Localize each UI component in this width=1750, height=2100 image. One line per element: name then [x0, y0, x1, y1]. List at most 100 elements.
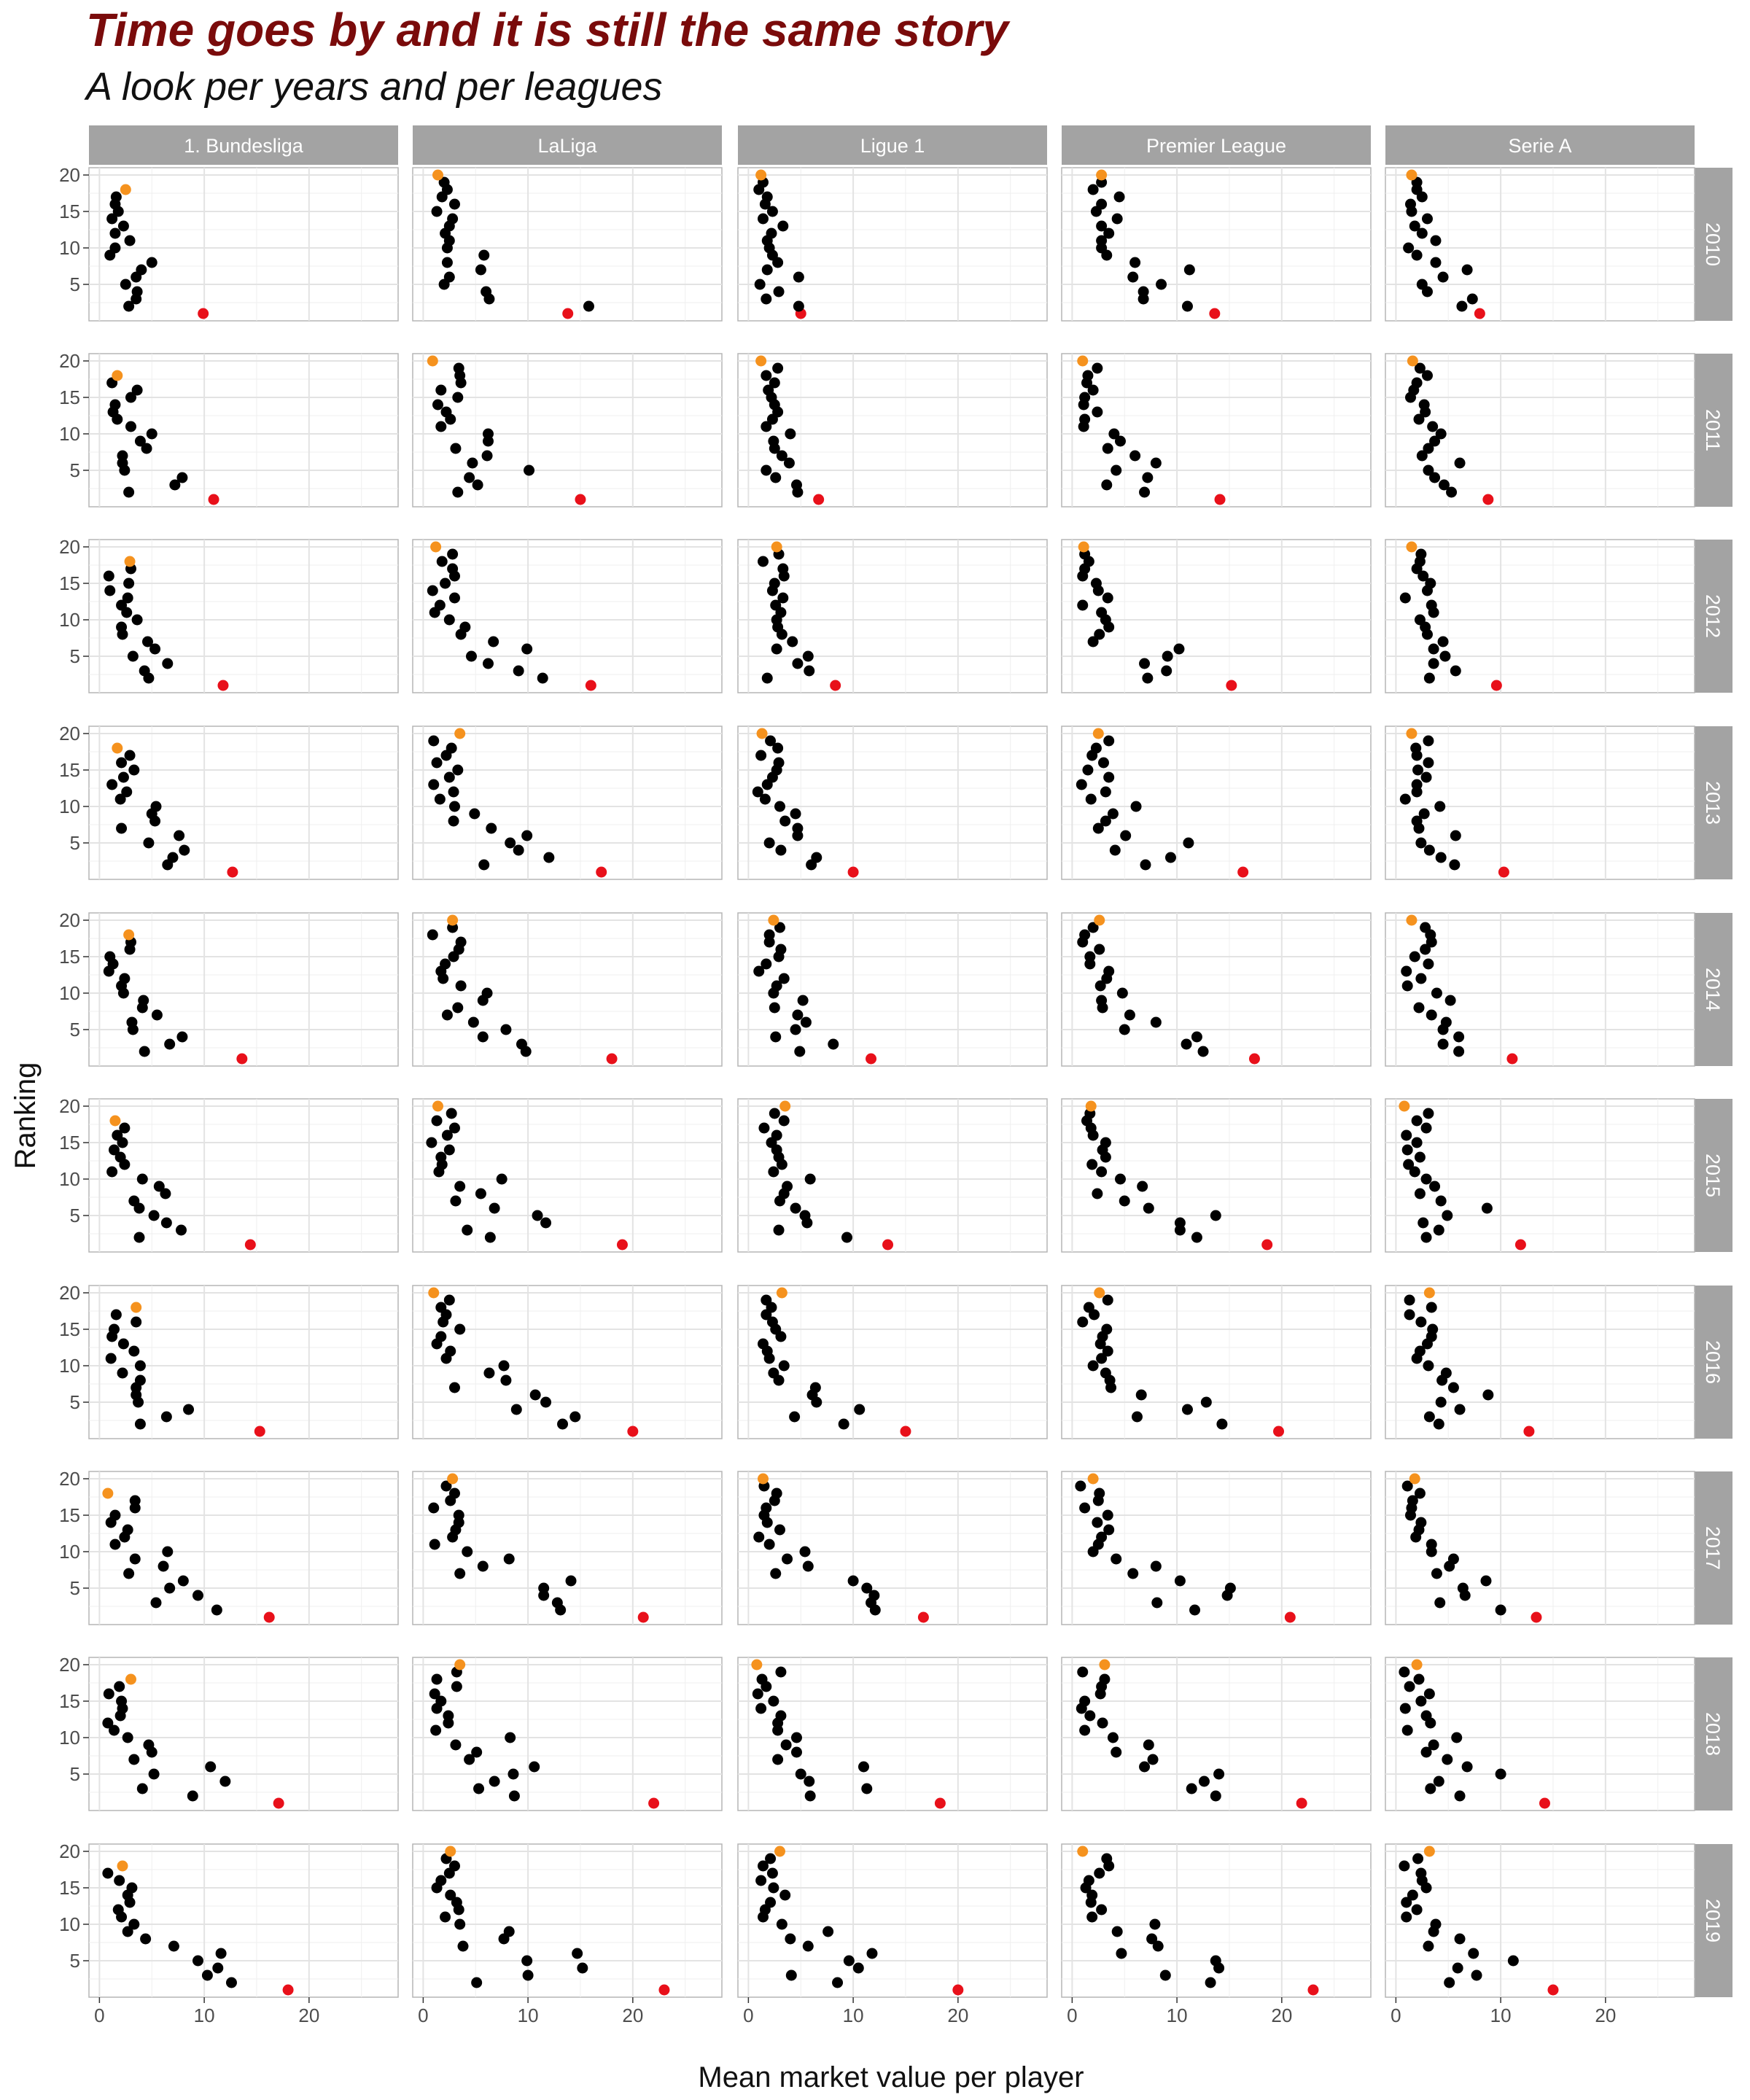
data-point	[1273, 1426, 1285, 1437]
x-tick-label: 10	[194, 2004, 215, 2026]
data-point	[168, 1940, 179, 1952]
panel-background	[737, 167, 1048, 322]
data-point	[443, 271, 455, 283]
data-point	[459, 621, 471, 633]
data-point	[802, 1940, 814, 1952]
data-point	[1401, 1144, 1413, 1156]
data-point	[761, 958, 772, 970]
data-point	[1498, 866, 1509, 878]
data-point	[1284, 1611, 1296, 1623]
data-point	[777, 592, 789, 604]
data-point	[125, 1673, 136, 1685]
data-point	[1411, 779, 1423, 790]
data-point	[1082, 370, 1094, 381]
data-point	[1407, 355, 1418, 367]
data-point	[452, 392, 464, 403]
data-point	[569, 1411, 581, 1423]
data-point	[109, 242, 121, 254]
data-point	[106, 779, 118, 790]
strip-league-label: Ligue 1	[860, 135, 925, 157]
data-point	[103, 570, 114, 582]
x-tick-label: 20	[947, 2004, 968, 2026]
data-point	[123, 486, 135, 498]
data-point	[1453, 1046, 1465, 1057]
data-point	[752, 786, 763, 798]
data-point	[775, 844, 787, 856]
data-point	[447, 548, 459, 560]
data-point	[1423, 672, 1435, 684]
data-point	[1097, 1717, 1108, 1729]
data-point	[1150, 1560, 1162, 1572]
data-point	[451, 1681, 462, 1692]
data-point	[1183, 264, 1195, 276]
data-point	[486, 822, 497, 834]
data-point	[452, 764, 464, 776]
data-point	[1415, 973, 1427, 984]
data-point	[1495, 1604, 1506, 1616]
data-point	[429, 1539, 440, 1550]
data-point	[1406, 169, 1418, 181]
strip-year	[1693, 1844, 1732, 1997]
data-point	[438, 176, 450, 188]
data-point	[1414, 614, 1426, 626]
strip-year-label: 2016	[1702, 1340, 1724, 1384]
data-point	[1401, 1911, 1412, 1923]
data-point	[136, 1783, 148, 1794]
data-point	[1416, 228, 1428, 239]
data-point	[1164, 852, 1176, 863]
data-point	[1433, 1776, 1444, 1787]
y-tick-label: 20	[59, 350, 80, 372]
data-point	[1111, 1746, 1122, 1758]
data-point	[753, 965, 765, 977]
data-point	[1437, 636, 1449, 648]
data-point	[1087, 384, 1099, 396]
data-point	[537, 672, 548, 684]
data-point	[521, 830, 533, 841]
data-point	[1100, 786, 1111, 798]
data-point	[765, 735, 777, 747]
panel-background	[1061, 1471, 1372, 1625]
data-point	[1433, 1224, 1444, 1236]
data-point	[757, 1860, 769, 1872]
x-tick-label: 0	[94, 2004, 104, 2026]
data-point	[128, 764, 140, 776]
data-point	[1142, 672, 1154, 684]
data-point	[1423, 757, 1434, 769]
data-point	[446, 1108, 457, 1119]
data-point	[765, 1853, 777, 1864]
data-point	[771, 541, 782, 553]
data-point	[505, 1732, 516, 1743]
data-point	[179, 844, 190, 856]
panel-background	[88, 1098, 399, 1253]
data-point	[882, 1239, 894, 1251]
data-point	[585, 680, 596, 691]
data-point	[1413, 413, 1425, 425]
data-point	[1087, 922, 1099, 933]
data-point	[1085, 793, 1097, 805]
data-point	[804, 1173, 816, 1185]
data-point	[1435, 1396, 1447, 1408]
data-point	[1401, 1480, 1413, 1492]
data-point	[1411, 249, 1423, 261]
data-point	[852, 1962, 864, 1974]
data-point	[768, 1695, 779, 1707]
data-point	[1523, 1426, 1535, 1437]
data-point	[1423, 1108, 1434, 1119]
data-point	[1092, 1188, 1103, 1199]
data-point	[1444, 995, 1456, 1006]
panel-background	[1061, 912, 1372, 1067]
data-point	[1461, 1761, 1473, 1773]
data-point	[769, 377, 780, 389]
data-point	[131, 1316, 142, 1328]
data-point	[117, 1860, 128, 1872]
data-point	[529, 1761, 540, 1773]
data-point	[557, 1418, 569, 1430]
data-point	[481, 987, 493, 999]
data-point	[1507, 1955, 1519, 1967]
data-point	[868, 1590, 880, 1601]
y-tick-label: 20	[59, 1468, 80, 1490]
data-point	[1420, 1746, 1432, 1758]
data-point	[757, 1473, 769, 1485]
data-point	[477, 1560, 489, 1572]
data-point	[1077, 1666, 1089, 1678]
